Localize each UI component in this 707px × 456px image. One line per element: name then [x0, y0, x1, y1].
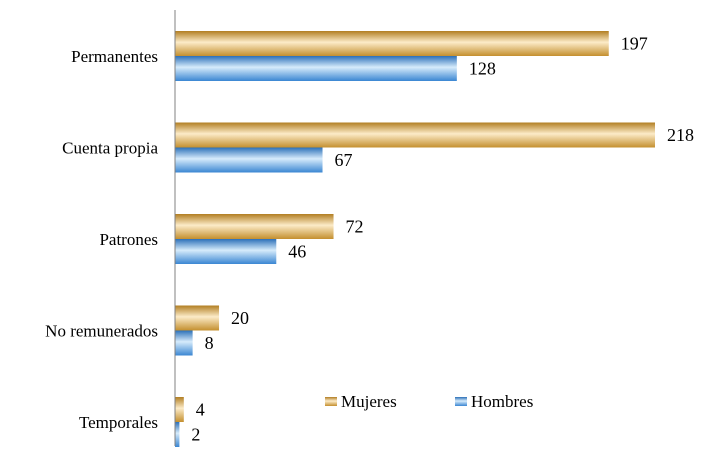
- bar-hombres-no-remunerados: [175, 330, 193, 356]
- bar-mujeres-no-remunerados: [175, 305, 220, 331]
- value-label-mujeres-no-remunerados: 20: [231, 308, 249, 328]
- value-label-mujeres-patrones: 72: [346, 217, 364, 237]
- value-label-hombres-cuenta-propia: 67: [335, 150, 353, 170]
- category-label-temporales: Temporales: [79, 413, 158, 432]
- legend-swatch-mujeres: [325, 397, 337, 406]
- legend-label-mujeres: Mujeres: [341, 392, 397, 411]
- bar-hombres-patrones: [175, 239, 277, 264]
- value-label-hombres-no-remunerados: 8: [205, 333, 214, 353]
- bars-group: [175, 31, 655, 447]
- bar-mujeres-patrones: [175, 214, 334, 239]
- legend-label-hombres: Hombres: [471, 392, 533, 411]
- value-label-hombres-temporales: 2: [191, 425, 200, 445]
- category-label-permanentes: Permanentes: [71, 47, 158, 66]
- value-label-hombres-permanentes: 128: [469, 59, 496, 79]
- legend: Mujeres Hombres: [325, 392, 533, 411]
- category-label-cuenta-propia: Cuenta propia: [62, 139, 158, 158]
- bar-hombres-temporales: [175, 422, 180, 447]
- legend-swatch-hombres: [455, 397, 467, 406]
- value-label-mujeres-temporales: 4: [196, 400, 205, 420]
- bar-mujeres-permanentes: [175, 31, 609, 56]
- bar-mujeres-temporales: [175, 397, 184, 422]
- bar-mujeres-cuenta-propia: [175, 122, 655, 148]
- value-label-hombres-patrones: 46: [288, 242, 306, 262]
- value-label-mujeres-permanentes: 197: [621, 34, 648, 54]
- category-label-no-remunerados: No remunerados: [45, 322, 158, 341]
- value-label-mujeres-cuenta-propia: 218: [667, 125, 694, 145]
- category-label-patrones: Patrones: [99, 230, 158, 249]
- bar-hombres-cuenta-propia: [175, 147, 323, 173]
- bar-hombres-permanentes: [175, 56, 457, 81]
- labels-group: Permanentes 197 128 Cuenta propia 218 67 Patro…: [45, 34, 694, 445]
